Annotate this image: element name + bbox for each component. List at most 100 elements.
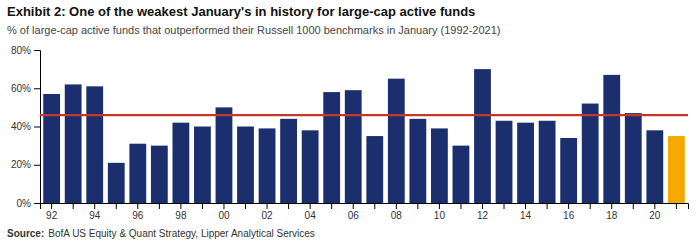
x-tick — [159, 203, 160, 209]
x-tick-mark — [94, 203, 95, 209]
y-tick-label: 20% — [11, 159, 31, 170]
y-tick-mark — [34, 203, 40, 204]
bar — [323, 92, 340, 203]
x-tick-label: 10 — [434, 210, 446, 221]
x-tick — [73, 203, 74, 209]
bar — [280, 119, 297, 203]
bar — [560, 138, 577, 203]
x-tick — [504, 203, 505, 209]
x-tick — [374, 203, 375, 209]
x-tick-mark — [180, 203, 181, 209]
x-tick: 10 — [434, 203, 446, 221]
x-tick — [245, 203, 246, 209]
x-tick-label: 96 — [132, 210, 144, 221]
x-tick-mark — [633, 203, 634, 209]
x-tick-mark — [525, 203, 526, 209]
y-tick: 40% — [11, 121, 40, 132]
x-tick-label: 18 — [606, 210, 618, 221]
y-tick: 60% — [11, 83, 40, 94]
x-tick-label: 20 — [649, 210, 661, 221]
x-tick-mark — [331, 203, 332, 209]
bar — [302, 130, 319, 203]
x-tick-mark — [396, 203, 397, 209]
x-tick-label: 16 — [563, 210, 575, 221]
x-tick: 00 — [218, 203, 230, 221]
bar — [345, 90, 362, 203]
x-tick-mark — [73, 203, 74, 209]
x-tick: 08 — [391, 203, 403, 221]
x-tick — [633, 203, 634, 209]
y-axis: 0% 20% 40% 60% 80% — [11, 45, 41, 209]
x-tick-mark — [482, 203, 483, 209]
x-tick: 12 — [477, 203, 489, 221]
y-tick-mark — [34, 165, 40, 166]
x-tick-mark — [504, 203, 505, 209]
bar — [646, 130, 663, 203]
y-tick-mark — [34, 127, 40, 128]
marks — [40, 69, 688, 203]
x-tick-label: 08 — [391, 210, 403, 221]
bar — [496, 121, 513, 203]
chart-svg: Exhibit 2: One of the weakest January's … — [0, 0, 700, 245]
x-tick-label: 14 — [520, 210, 532, 221]
bar — [129, 144, 146, 203]
x-tick-mark — [654, 203, 655, 209]
x-tick — [417, 203, 418, 209]
bar — [65, 84, 82, 203]
y-tick: 80% — [11, 45, 40, 56]
x-tick-mark — [611, 203, 612, 209]
x-tick-label: 94 — [89, 210, 101, 221]
x-tick — [676, 203, 677, 209]
x-tick-mark — [439, 203, 440, 209]
y-tick-label: 80% — [11, 45, 31, 56]
bar — [86, 86, 103, 203]
x-tick-mark — [374, 203, 375, 209]
bar — [603, 75, 620, 203]
bar — [216, 107, 233, 203]
x-tick: 04 — [305, 203, 317, 221]
x-tick — [202, 203, 203, 209]
x-tick-mark — [267, 203, 268, 209]
x-tick-mark — [137, 203, 138, 209]
y-tick-mark — [34, 50, 40, 51]
bar — [431, 128, 448, 203]
x-tick-mark — [568, 203, 569, 209]
bar — [388, 79, 405, 203]
x-tick-label: 12 — [477, 210, 489, 221]
x-tick — [288, 203, 289, 209]
x-axis-line — [41, 204, 689, 210]
x-tick-label: 02 — [261, 210, 273, 221]
bar — [43, 94, 60, 203]
plot: 0%20%40%60%80%92949698000204060810121416… — [11, 45, 689, 221]
x-tick: 94 — [89, 203, 101, 221]
bar — [194, 127, 211, 204]
x-tick-mark — [417, 203, 418, 209]
y-tick-label: 0% — [17, 198, 32, 209]
x-tick: 96 — [132, 203, 144, 221]
bar — [108, 163, 125, 203]
source-label: Source: — [7, 228, 44, 239]
x-tick-label: 06 — [348, 210, 360, 221]
bar — [366, 136, 383, 203]
bar — [582, 104, 599, 203]
source: Source: BofA US Equity & Quant Strategy, … — [7, 228, 315, 239]
bar — [453, 146, 470, 203]
source-text: BofA US Equity & Quant Strategy, Lipper … — [48, 228, 315, 239]
x-tick-mark — [288, 203, 289, 209]
bar — [237, 127, 254, 204]
y-axis-line — [34, 51, 41, 204]
x-tick-mark — [159, 203, 160, 209]
bar — [259, 128, 276, 203]
x-tick — [116, 203, 117, 209]
x-tick: 14 — [520, 203, 532, 221]
bar — [539, 121, 556, 203]
x-tick-mark — [353, 203, 354, 209]
bar — [409, 119, 426, 203]
x-tick: 98 — [175, 203, 187, 221]
x-tick: 06 — [348, 203, 360, 221]
y-tick: 20% — [11, 159, 40, 170]
x-tick-mark — [590, 203, 591, 209]
y-tick-mark — [34, 88, 40, 89]
x-tick — [460, 203, 461, 209]
reference-line — [40, 114, 688, 116]
